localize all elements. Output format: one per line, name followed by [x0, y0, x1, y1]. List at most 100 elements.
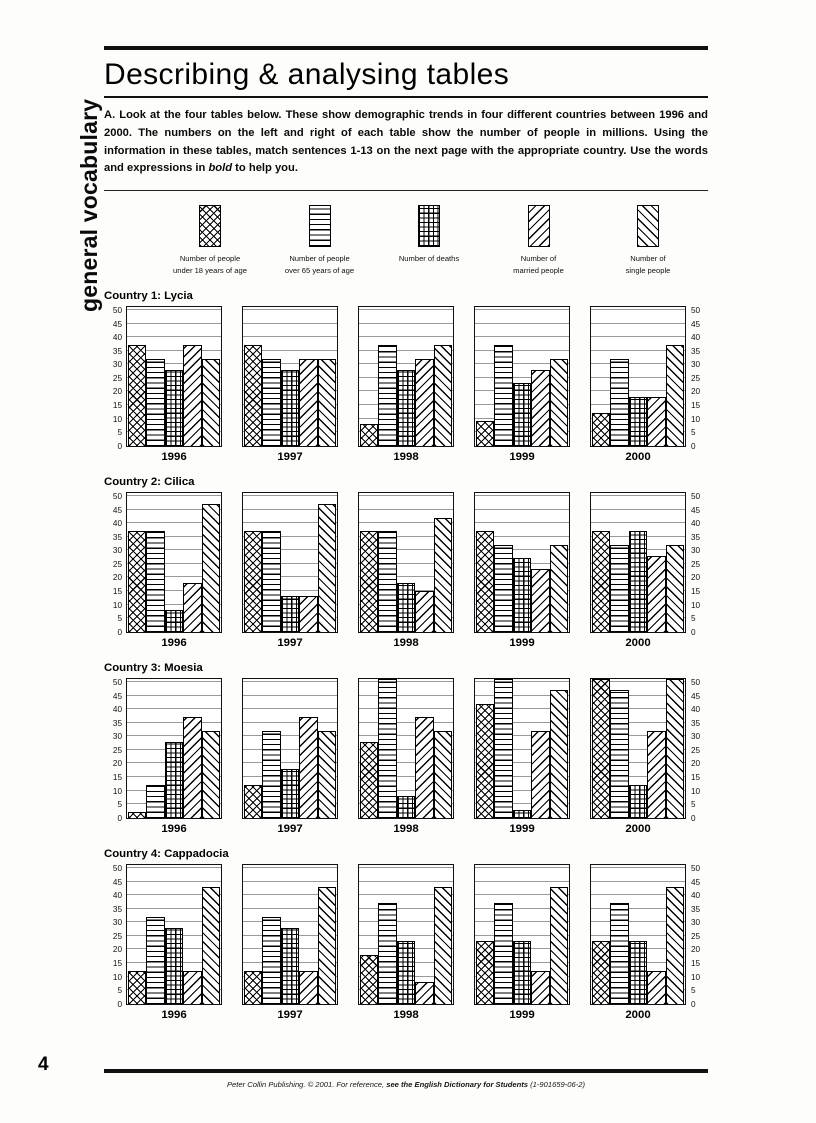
bar-cross-hatch [128, 971, 147, 1004]
bar-cross-hatch [476, 421, 495, 446]
y-axis-tick: 5 [117, 428, 122, 438]
y-axis-tick: 0 [691, 999, 696, 1009]
bar-back-diagonal [531, 971, 550, 1004]
y-axis-tick: 40 [112, 705, 122, 715]
chart-panel-2000: 2000 [590, 863, 686, 1021]
y-axis-tick: 10 [112, 786, 122, 796]
bars-group [476, 679, 569, 818]
bar-back-diagonal [531, 569, 550, 632]
y-axis-tick: 10 [691, 600, 701, 610]
bar-horizontal-lines [610, 690, 629, 818]
bar-cross-hatch [360, 954, 379, 1004]
legend-label-line2: under 18 years of age [173, 265, 247, 275]
y-axis-tick: 30 [691, 918, 701, 928]
plot-area [358, 305, 454, 447]
y-axis-tick: 40 [112, 333, 122, 343]
y-axis-tick: 40 [112, 519, 122, 529]
y-axis-tick: 50 [112, 864, 122, 874]
bars-group [360, 865, 453, 1004]
chart-plot-row: 50 45 40 35 30 25 20 15 10 5 0 1996 1997 1998 1999 2000… [104, 677, 708, 835]
y-axis-tick: 15 [112, 400, 122, 410]
chart-1: Country 1: Lycia 50 45 40 35 30 25 20 15 10 5 0 1996… [104, 290, 708, 463]
chart-panel-1996: 1996 [126, 677, 222, 835]
page-number: 4 [38, 1054, 49, 1075]
bars-group [128, 865, 221, 1004]
bar-grid [628, 785, 648, 818]
legend-swatch-forward-diagonal-icon [637, 205, 659, 248]
bar-forward-diagonal [433, 345, 453, 446]
bar-forward-diagonal [317, 504, 337, 632]
y-axis-tick: 15 [691, 772, 701, 782]
bar-horizontal-lines [146, 785, 165, 818]
bar-cross-hatch [244, 531, 263, 632]
x-axis-label: 1999 [509, 636, 535, 649]
chart-panels: 1996 1997 1998 1999 2000 [124, 677, 688, 835]
x-axis-label: 1998 [393, 1008, 419, 1021]
footer-rule [104, 1069, 708, 1073]
y-axis-tick: 0 [117, 813, 122, 823]
bar-horizontal-lines [610, 903, 629, 1004]
bars-group [244, 307, 337, 446]
y-axis-right: 50 45 40 35 30 25 20 15 10 5 0 [688, 492, 708, 636]
y-axis-tick: 25 [112, 745, 122, 755]
y-axis-tick: 10 [691, 786, 701, 796]
bar-forward-diagonal [665, 345, 685, 446]
bars-group [476, 493, 569, 632]
chart-plot-row: 50 45 40 35 30 25 20 15 10 5 0 1996 1997 1998 1999 2000… [104, 863, 708, 1021]
x-axis-label: 1999 [509, 822, 535, 835]
bar-forward-diagonal [201, 358, 221, 446]
y-axis-tick: 45 [112, 691, 122, 701]
bar-horizontal-lines [610, 358, 629, 446]
bar-back-diagonal [647, 971, 666, 1004]
bars-group [360, 493, 453, 632]
header-rule-bottom [104, 96, 708, 99]
bars-group [592, 679, 685, 818]
bar-grid [280, 768, 300, 818]
footer-credit: Peter Collin Publishing. © 2001. For ref… [104, 1080, 708, 1089]
bars-group [592, 865, 685, 1004]
plot-area [474, 305, 570, 447]
bar-forward-diagonal [201, 730, 221, 818]
y-axis-tick: 10 [112, 600, 122, 610]
legend-label-line2: single people [625, 265, 671, 275]
plot-area [126, 677, 222, 819]
bars-group [128, 493, 221, 632]
y-axis-tick: 15 [691, 400, 701, 410]
instructions-emphasis: bold [208, 162, 233, 175]
legend-item: Number of people over 65 years of age [266, 205, 374, 277]
bar-grid [396, 795, 416, 818]
bar-grid [628, 531, 648, 632]
y-axis-tick: 40 [691, 891, 701, 901]
y-axis-tick: 25 [112, 373, 122, 383]
legend-label-line1: Number of [520, 254, 557, 264]
plot-area [358, 677, 454, 819]
chart-panels: 1996 1997 1998 1999 2000 [124, 305, 688, 463]
bar-cross-hatch [476, 531, 495, 632]
y-axis-tick: 45 [691, 319, 701, 329]
y-axis-tick: 20 [112, 759, 122, 769]
bar-cross-hatch [592, 941, 611, 1004]
bar-back-diagonal [299, 596, 318, 632]
bar-grid [280, 596, 300, 632]
bar-back-diagonal [647, 396, 666, 446]
y-axis-tick: 15 [112, 586, 122, 596]
y-axis-tick: 10 [691, 972, 701, 982]
y-axis-tick: 5 [691, 800, 696, 810]
x-axis-label: 1998 [393, 450, 419, 463]
y-axis-tick: 15 [112, 958, 122, 968]
bar-horizontal-lines [610, 544, 629, 632]
x-axis-label: 2000 [625, 822, 651, 835]
bar-grid [164, 741, 184, 818]
legend-label-line1: Number of deaths [398, 254, 460, 264]
plot-area [126, 863, 222, 1005]
chart-4: Country 4: Cappadocia 50 45 40 35 30 25 20 15 10 5… [104, 848, 708, 1021]
legend-item: Number of deaths [375, 205, 483, 277]
y-axis-tick: 50 [691, 492, 701, 502]
bar-grid [280, 927, 300, 1004]
bar-cross-hatch [592, 531, 611, 632]
bar-grid [512, 383, 532, 446]
y-axis-tick: 45 [112, 877, 122, 887]
legend-divider [104, 190, 708, 192]
legend-item: Number of single people [594, 205, 702, 277]
